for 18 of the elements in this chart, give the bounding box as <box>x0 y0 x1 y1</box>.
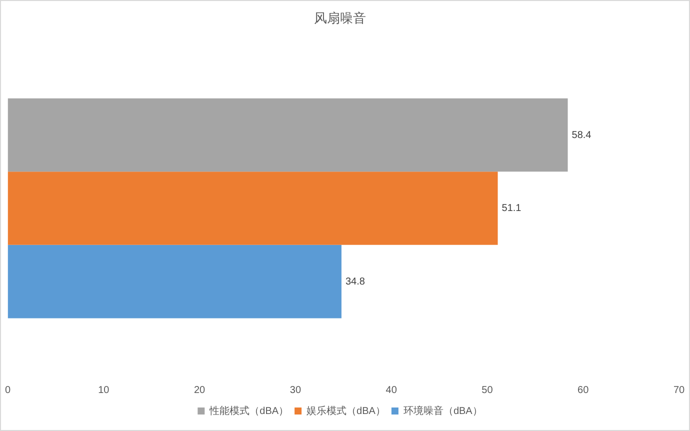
legend-label: 性能模式（dBA） <box>208 404 289 417</box>
x-tick-label: 0 <box>5 384 11 396</box>
x-tick-label: 10 <box>98 384 110 396</box>
x-tick-label: 40 <box>386 384 398 396</box>
bar <box>8 98 568 172</box>
data-label: 51.1 <box>502 203 522 214</box>
data-label: 58.4 <box>572 130 592 141</box>
bar <box>8 172 498 245</box>
x-tick-label: 20 <box>194 384 206 396</box>
chart-title: 风扇噪音 <box>314 10 366 26</box>
data-label: 34.8 <box>345 276 366 288</box>
bar <box>8 244 342 318</box>
x-tick-label: 30 <box>290 384 302 396</box>
x-tick-label: 60 <box>578 384 590 396</box>
legend-label: 娱乐模式（dBA） <box>306 404 386 417</box>
legend-label: 环境噪音（dBA） <box>403 404 482 417</box>
x-tick-label: 50 <box>482 384 494 396</box>
x-tick-label: 70 <box>673 384 685 396</box>
